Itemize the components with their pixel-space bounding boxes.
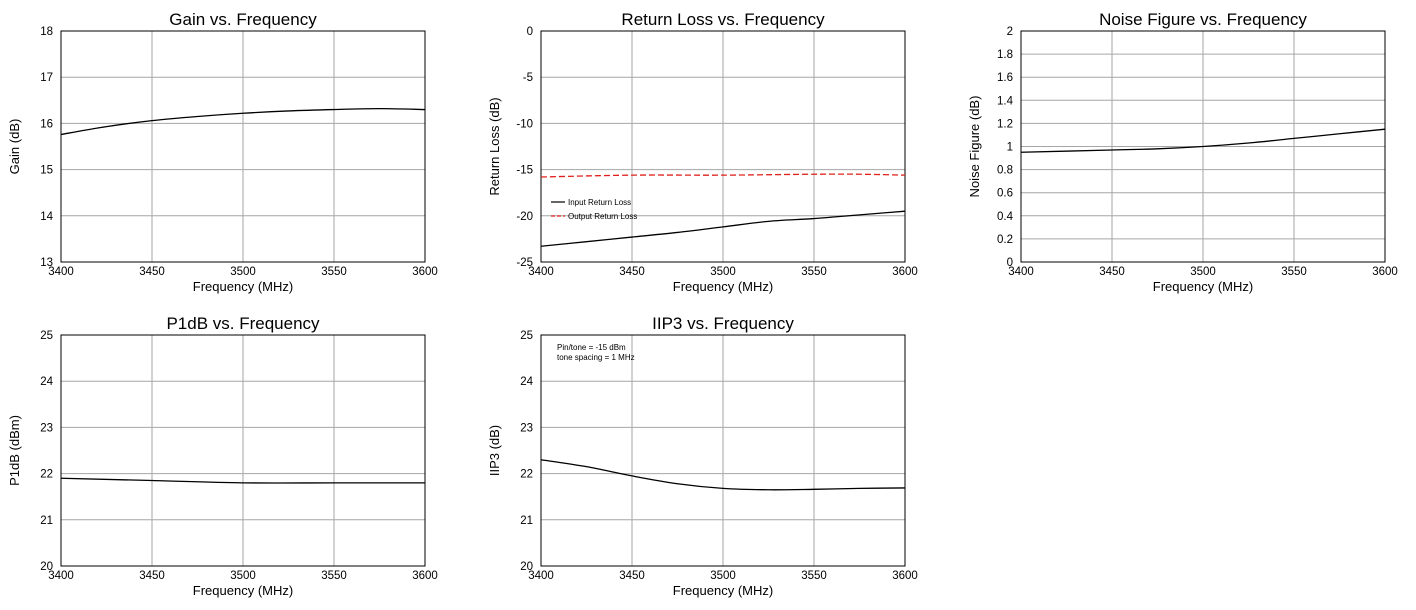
- y-tick-label: 14: [40, 211, 53, 223]
- chart-annotation: Pin/tone = -15 dBm: [557, 343, 626, 352]
- x-axis-label: Frequency (MHz): [193, 279, 293, 294]
- y-axis-label: Noise Figure (dB): [967, 96, 982, 198]
- y-tick-label: 0.6: [997, 188, 1013, 200]
- chart-annotation: tone spacing = 1 MHz: [557, 353, 635, 362]
- y-tick-label: 21: [40, 515, 53, 527]
- y-tick-label: -10: [516, 118, 533, 130]
- chart-2: 3400 3450 3500 3550 3600 -25 -20 -15 -10 -5 0 Retur…: [487, 10, 918, 294]
- legend-label: Input Return Loss: [568, 198, 631, 207]
- x-tick-label: 3500: [710, 570, 736, 582]
- y-tick-label: 1.4: [997, 95, 1014, 107]
- x-tick-label: 3400: [528, 570, 554, 582]
- x-tick-label: 3550: [321, 570, 347, 582]
- y-axis-label: Return Loss (dB): [487, 97, 502, 195]
- x-tick-label: 3550: [321, 266, 347, 278]
- x-tick-label: 3450: [1099, 266, 1125, 278]
- series-line-1: [540, 210, 906, 247]
- x-tick-label: 3550: [801, 266, 827, 278]
- y-tick-label: 1.6: [997, 72, 1013, 84]
- y-tick-label: 2: [1007, 26, 1013, 38]
- y-tick-label: 15: [40, 165, 53, 177]
- y-tick-label: -25: [516, 257, 533, 269]
- x-tick-label: 3600: [412, 570, 438, 582]
- y-tick-label: 22: [520, 469, 533, 481]
- x-tick-label: 3600: [1372, 266, 1398, 278]
- x-tick-label: 3550: [801, 570, 827, 582]
- y-tick-label: 16: [40, 118, 53, 130]
- x-tick-label: 3600: [412, 266, 438, 278]
- chart-title: P1dB vs. Frequency: [166, 314, 320, 333]
- x-tick-label: 3400: [48, 570, 74, 582]
- x-tick-label: 3450: [619, 266, 645, 278]
- y-tick-label: 25: [40, 330, 53, 342]
- y-tick-label: 0: [1007, 257, 1013, 269]
- x-tick-label: 3500: [710, 266, 736, 278]
- x-tick-label: 3550: [1281, 266, 1307, 278]
- x-tick-label: 3500: [1190, 266, 1216, 278]
- y-axis-label: Gain (dB): [7, 119, 22, 175]
- chart-title: IIP3 vs. Frequency: [652, 314, 794, 333]
- y-tick-label: 0.2: [997, 234, 1013, 246]
- x-tick-label: 3600: [892, 266, 918, 278]
- y-tick-label: 21: [520, 515, 533, 527]
- x-tick-label: 3500: [230, 266, 256, 278]
- plot-frame: [540, 334, 906, 567]
- y-tick-label: 18: [40, 26, 53, 38]
- chart-title: Gain vs. Frequency: [169, 10, 317, 29]
- chart-title: Noise Figure vs. Frequency: [1099, 10, 1307, 29]
- y-tick-label: 1.8: [997, 49, 1013, 61]
- x-tick-label: 3600: [892, 570, 918, 582]
- legend: Input Return Loss Output Return Loss: [551, 198, 637, 221]
- series-line-1: [60, 477, 425, 484]
- y-tick-label: 13: [40, 257, 53, 269]
- y-tick-label: -5: [523, 72, 533, 84]
- y-tick-label: 23: [40, 422, 53, 434]
- y-tick-label: 23: [520, 422, 533, 434]
- series-line-1: [60, 107, 426, 136]
- chart-5: 3400 3450 3500 3550 3600 20 21 22 23 24 25 IIP3 vs.…: [487, 314, 918, 598]
- plot-frame: [540, 30, 906, 263]
- y-tick-label: 24: [40, 376, 53, 388]
- y-tick-label: 0.8: [997, 165, 1013, 177]
- chart-title: Return Loss vs. Frequency: [621, 10, 825, 29]
- series-line-2: [540, 173, 906, 178]
- plot-frame: [60, 30, 426, 263]
- x-tick-label: 3400: [528, 266, 554, 278]
- series-line-1: [1020, 128, 1386, 153]
- y-tick-label: 20: [520, 561, 533, 573]
- y-tick-label: 20: [40, 561, 53, 573]
- y-tick-label: 24: [520, 376, 533, 388]
- x-axis-label: Frequency (MHz): [193, 583, 293, 598]
- x-tick-label: 3450: [139, 570, 165, 582]
- series-line-1: [540, 459, 906, 491]
- y-axis-label: IIP3 (dB): [487, 425, 502, 476]
- y-tick-label: -15: [516, 165, 533, 177]
- x-axis-label: Frequency (MHz): [673, 583, 773, 598]
- y-tick-label: 22: [40, 469, 53, 481]
- y-tick-label: 0: [527, 26, 533, 38]
- x-axis-label: Frequency (MHz): [673, 279, 773, 294]
- x-axis-label: Frequency (MHz): [1153, 279, 1253, 294]
- x-tick-label: 3450: [139, 266, 165, 278]
- plot-frame: [60, 334, 426, 567]
- chart-1: 3400 3450 3500 3550 3600 13 14 15 16 17 18 Gain vs.…: [7, 10, 438, 294]
- x-tick-label: 3450: [619, 570, 645, 582]
- chart-4: 3400 3450 3500 3550 3600 20 21 22 23 24 25 P1dB vs.…: [7, 314, 438, 598]
- x-tick-label: 3500: [230, 570, 256, 582]
- y-axis-label: P1dB (dBm): [7, 415, 22, 486]
- x-tick-label: 3400: [48, 266, 74, 278]
- x-tick-label: 3400: [1008, 266, 1034, 278]
- y-tick-label: 0.4: [997, 211, 1014, 223]
- y-tick-label: 1.2: [997, 118, 1013, 130]
- y-tick-label: 17: [40, 72, 53, 84]
- y-tick-label: 25: [520, 330, 533, 342]
- legend-label: Output Return Loss: [568, 212, 637, 221]
- y-tick-label: -20: [516, 211, 533, 223]
- plot-frame: [1020, 30, 1386, 263]
- chart-3: 3400 3450 3500 3550 3600 0 0.2 0.4 0.6 0.8 1 1.2 1.4…: [967, 10, 1398, 294]
- y-tick-label: 1: [1007, 142, 1013, 154]
